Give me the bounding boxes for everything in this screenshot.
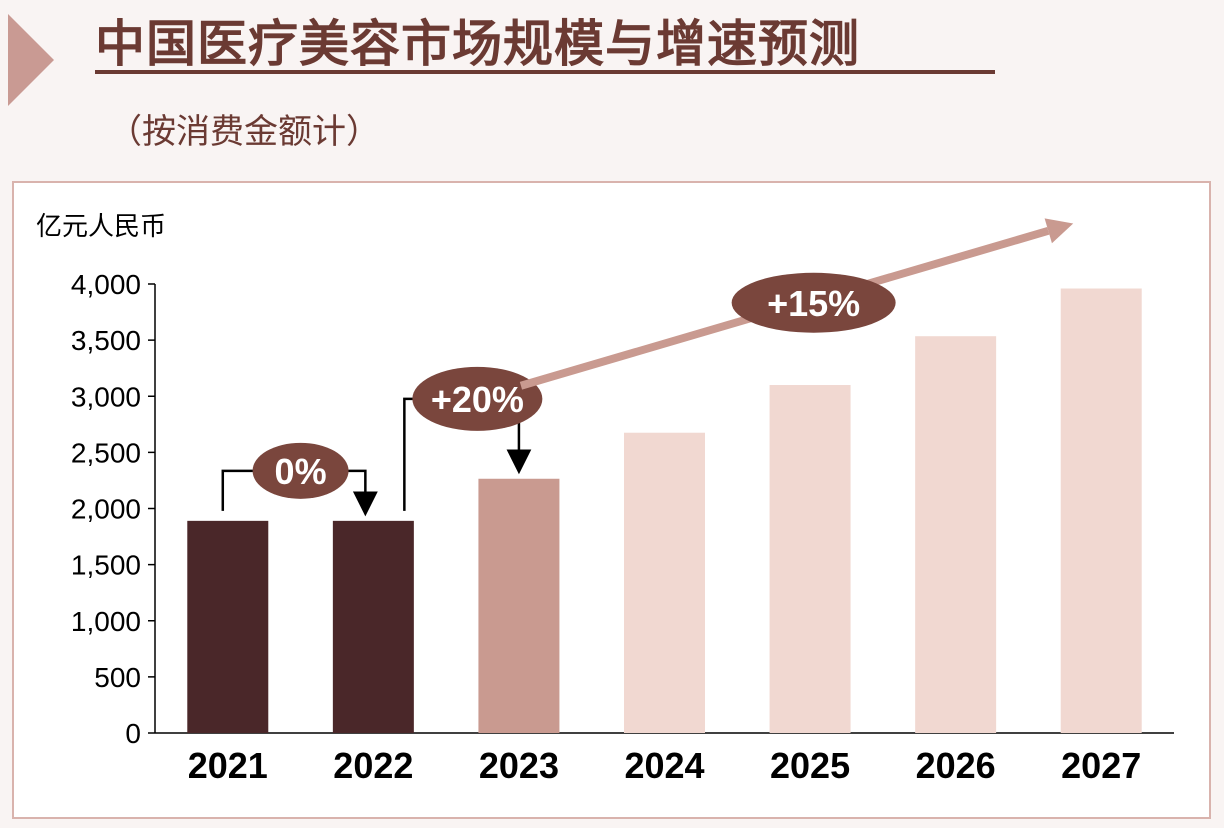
growth-trend-arrowhead bbox=[1044, 218, 1074, 244]
bar-chart: 亿元人民币 0 500 1,000 1,500 2,000 2,500 3,000 3,500 4… bbox=[36, 212, 1174, 786]
y-tick-label: 3,500 bbox=[71, 325, 141, 356]
growth-0-badge bbox=[252, 442, 349, 499]
bar-2021 bbox=[187, 520, 269, 733]
title-marker-triangle bbox=[8, 14, 54, 106]
y-tick-label: 1,500 bbox=[71, 550, 141, 581]
page-subtitle: （按消费金额计） bbox=[108, 112, 380, 152]
x-tick-label: 2022 bbox=[333, 745, 413, 786]
bar-2023 bbox=[478, 478, 560, 733]
x-tick-label: 2024 bbox=[624, 745, 704, 786]
bar-2026 bbox=[915, 336, 997, 733]
growth-1-badge bbox=[412, 366, 543, 431]
growth-2-badge-label: +15% bbox=[767, 283, 860, 324]
y-tick-label: 500 bbox=[94, 662, 141, 693]
x-tick-label: 2027 bbox=[1061, 745, 1141, 786]
x-tick-label: 2026 bbox=[916, 745, 996, 786]
growth-2-badge bbox=[731, 272, 896, 333]
bar-2022 bbox=[332, 520, 414, 733]
page-title: 中国医疗美容市场规模与增速预测 bbox=[95, 15, 860, 73]
y-tick-label: 1,000 bbox=[71, 606, 141, 637]
x-tick-label: 2021 bbox=[188, 745, 268, 786]
x-tick-label: 2023 bbox=[479, 745, 559, 786]
bar-2024 bbox=[624, 432, 705, 733]
y-tick-label: 4,000 bbox=[71, 269, 141, 300]
x-tick-label: 2025 bbox=[770, 745, 850, 786]
title-underline bbox=[95, 70, 995, 74]
bar-2027 bbox=[1060, 288, 1142, 733]
y-axis-label: 亿元人民币 bbox=[36, 212, 166, 242]
y-tick-label: 3,000 bbox=[71, 381, 141, 412]
growth-1-badge-label: +20% bbox=[431, 379, 524, 420]
chart-panel: 亿元人民币 0 500 1,000 1,500 2,000 2,500 3,000 3,500 4… bbox=[12, 181, 1211, 819]
bar-2025 bbox=[769, 385, 851, 733]
y-tick-label: 2,000 bbox=[71, 494, 141, 525]
y-tick-label: 2,500 bbox=[71, 437, 141, 468]
growth-0-badge-label: 0% bbox=[275, 451, 327, 492]
y-tick-label: 0 bbox=[125, 718, 141, 749]
